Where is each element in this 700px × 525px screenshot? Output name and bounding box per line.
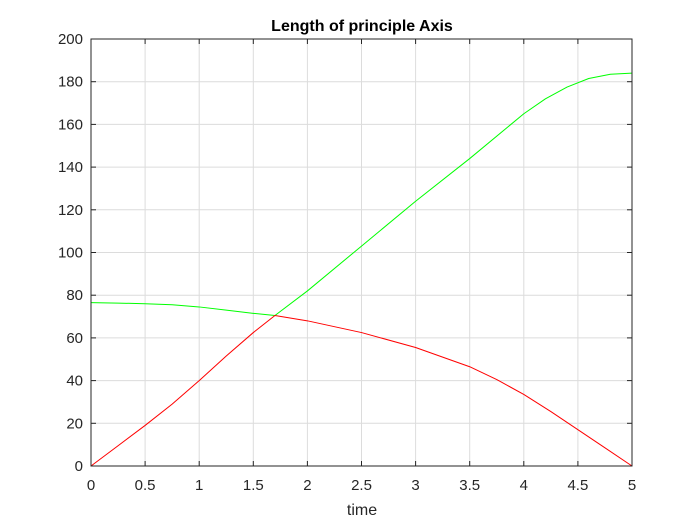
x-tick-label: 1.5: [243, 477, 264, 494]
x-tick-label: 4.5: [567, 477, 588, 494]
y-tick-labels: 0 20 40 60 80 100 120 140 160 180 200: [58, 31, 83, 475]
y-tick-label: 0: [75, 458, 83, 475]
y-tick-label: 80: [66, 287, 83, 304]
x-tick-label: 4: [520, 477, 528, 494]
y-tick-label: 40: [66, 373, 83, 390]
x-tick-label: 2.5: [351, 477, 372, 494]
chart-title: Length of principle Axis: [271, 18, 453, 35]
x-tick-label: 2: [303, 477, 311, 494]
series-line-1: [90, 72, 633, 316]
y-tick-label: 160: [58, 116, 83, 133]
y-tick-label: 20: [66, 415, 83, 432]
y-tick-label: 120: [58, 202, 83, 219]
y-tick-label: 140: [58, 159, 83, 176]
x-tick-label: 3: [411, 477, 419, 494]
series-lines: [90, 72, 633, 467]
ticks: [90, 38, 633, 467]
y-tick-label: 200: [58, 31, 83, 48]
x-tick-label: 0.5: [135, 477, 156, 494]
x-tick-label: 1: [195, 477, 203, 494]
y-tick-label: 180: [58, 74, 83, 91]
x-tick-labels: 0 0.5 1 1.5 2 2.5 3 3.5 4 4.5 5: [87, 477, 636, 494]
y-tick-label: 60: [66, 330, 83, 347]
x-tick-label: 5: [628, 477, 636, 494]
y-tick-label: 100: [58, 245, 83, 262]
x-tick-label: 0: [87, 477, 95, 494]
x-axis-label: time: [347, 502, 377, 519]
x-tick-label: 3.5: [459, 477, 480, 494]
series-line-2: [90, 314, 633, 467]
